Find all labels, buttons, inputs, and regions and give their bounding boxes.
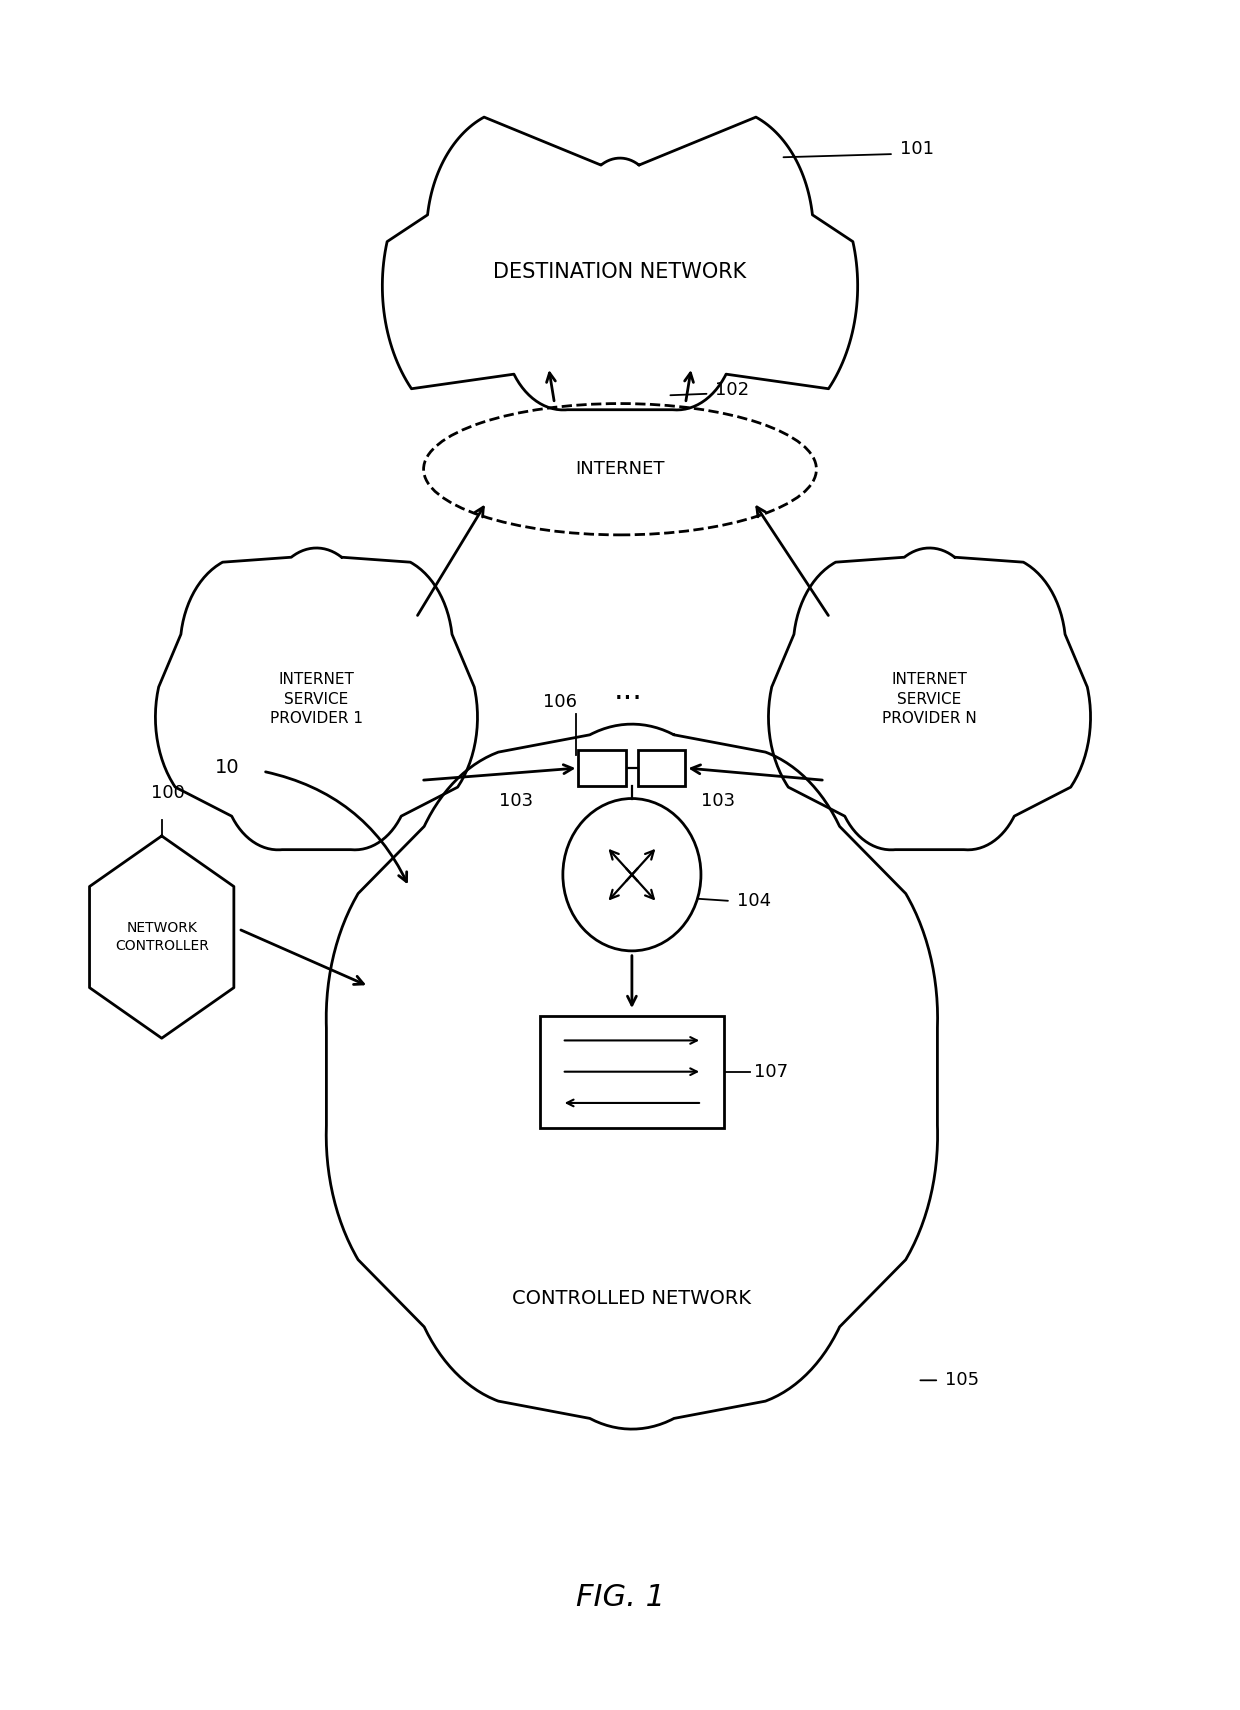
Text: NETWORK
CONTROLLER: NETWORK CONTROLLER	[115, 922, 208, 952]
Text: 101: 101	[900, 140, 934, 157]
FancyBboxPatch shape	[578, 751, 626, 787]
Text: INTERNET: INTERNET	[575, 460, 665, 479]
Text: 104: 104	[737, 893, 771, 910]
Ellipse shape	[563, 799, 701, 951]
Text: 100: 100	[151, 785, 185, 802]
Text: INTERNET
SERVICE
PROVIDER 1: INTERNET SERVICE PROVIDER 1	[270, 672, 363, 727]
Text: DESTINATION NETWORK: DESTINATION NETWORK	[494, 262, 746, 282]
Text: FIG. 1: FIG. 1	[575, 1582, 665, 1611]
Text: 107: 107	[754, 1062, 789, 1081]
FancyBboxPatch shape	[539, 1016, 724, 1127]
Text: 103: 103	[498, 792, 533, 811]
Text: 102: 102	[715, 381, 749, 400]
Text: 105: 105	[945, 1371, 980, 1389]
Polygon shape	[89, 836, 234, 1038]
Text: CONTROLLED NETWORK: CONTROLLED NETWORK	[512, 1289, 751, 1308]
Text: 10: 10	[215, 759, 239, 778]
Text: ...: ...	[614, 677, 642, 705]
FancyBboxPatch shape	[637, 751, 686, 787]
Text: 103: 103	[701, 792, 735, 811]
Text: 106: 106	[543, 693, 578, 711]
Text: INTERNET
SERVICE
PROVIDER N: INTERNET SERVICE PROVIDER N	[882, 672, 977, 727]
